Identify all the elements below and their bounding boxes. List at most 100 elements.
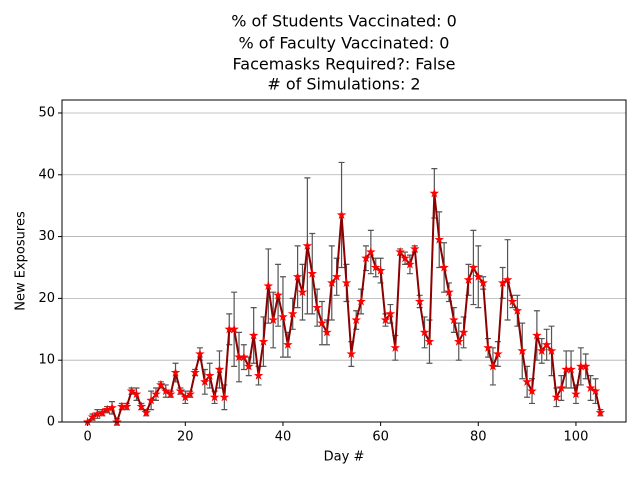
marker (463, 274, 474, 284)
marker (424, 336, 435, 346)
marker (307, 268, 318, 278)
marker (356, 296, 366, 306)
series-line (86, 193, 602, 426)
marker (522, 376, 532, 386)
marker (204, 370, 215, 380)
marker (366, 247, 376, 257)
marker (483, 342, 493, 352)
marker (419, 327, 430, 337)
marker (263, 281, 274, 291)
marker (595, 407, 606, 417)
marker (439, 262, 449, 272)
marker (117, 401, 127, 411)
marker (527, 386, 537, 396)
marker (370, 262, 381, 272)
marker (405, 259, 415, 269)
marker (253, 370, 264, 380)
marker (239, 352, 249, 362)
marker (170, 367, 181, 377)
marker (566, 364, 576, 374)
x-axis-label: Day # (324, 450, 365, 465)
marker (414, 296, 425, 306)
marker (537, 345, 547, 355)
x-tick-label: 20 (177, 430, 194, 445)
marker (297, 287, 308, 297)
marker (327, 277, 337, 287)
marker (351, 315, 361, 325)
marker (580, 361, 591, 371)
marker (497, 277, 508, 287)
marker (400, 253, 410, 263)
marker (131, 389, 142, 399)
marker (390, 342, 401, 352)
marker (244, 361, 254, 371)
marker (219, 392, 230, 402)
marker (278, 311, 288, 321)
marker (195, 349, 205, 359)
marker (180, 392, 191, 402)
marker (385, 308, 396, 318)
title-line: # of Simulations: 2 (267, 75, 420, 94)
y-tick-label: 10 (38, 353, 55, 368)
marker (175, 386, 186, 396)
marker (248, 330, 259, 340)
marker (346, 349, 357, 359)
x-tick-label: 60 (372, 430, 389, 445)
title-line: % of Students Vaccinated: 0 (231, 12, 457, 31)
marker (234, 352, 244, 362)
marker (561, 364, 571, 374)
marker (229, 324, 239, 334)
marker (214, 364, 225, 374)
marker (458, 327, 469, 337)
marker (165, 389, 176, 399)
marker (478, 277, 488, 287)
marker (121, 401, 132, 411)
marker (590, 386, 601, 396)
marker (102, 404, 112, 414)
marker (97, 407, 108, 417)
marker (375, 265, 386, 275)
y-tick-label: 30 (38, 229, 55, 244)
x-tick-label: 40 (275, 430, 292, 445)
marker (429, 188, 440, 198)
marker (410, 243, 420, 253)
marker (268, 315, 278, 325)
marker (185, 389, 195, 399)
marker (258, 336, 269, 346)
plot-frame (61, 99, 627, 423)
y-tick-label: 0 (47, 415, 55, 430)
marker (361, 253, 371, 263)
title-line: Facemasks Required?: False (233, 55, 456, 74)
y-tick-label: 20 (38, 291, 55, 306)
y-tick-label: 50 (38, 105, 55, 120)
marker (292, 271, 303, 281)
marker (488, 361, 498, 371)
marker (502, 274, 513, 284)
marker (507, 296, 518, 306)
marker (585, 383, 596, 393)
x-tick-label: 0 (83, 430, 91, 445)
marker (551, 392, 562, 402)
marker (449, 315, 459, 325)
marker (136, 401, 147, 411)
marker (331, 271, 342, 281)
x-tick-label: 100 (564, 430, 589, 445)
marker (532, 330, 542, 340)
marker (541, 339, 552, 349)
marker (92, 408, 103, 419)
marker (576, 361, 586, 371)
y-axis-label: New Exposures (14, 211, 29, 311)
title-line: % of Faculty Vaccinated: 0 (239, 34, 450, 53)
marker (444, 287, 454, 297)
marker (312, 302, 322, 312)
marker (209, 392, 220, 402)
marker (317, 318, 327, 328)
marker (571, 389, 581, 399)
marker (200, 376, 210, 386)
marker (454, 336, 464, 346)
marker (190, 367, 200, 377)
marker (336, 209, 347, 219)
marker (287, 308, 298, 318)
marker (493, 349, 503, 359)
